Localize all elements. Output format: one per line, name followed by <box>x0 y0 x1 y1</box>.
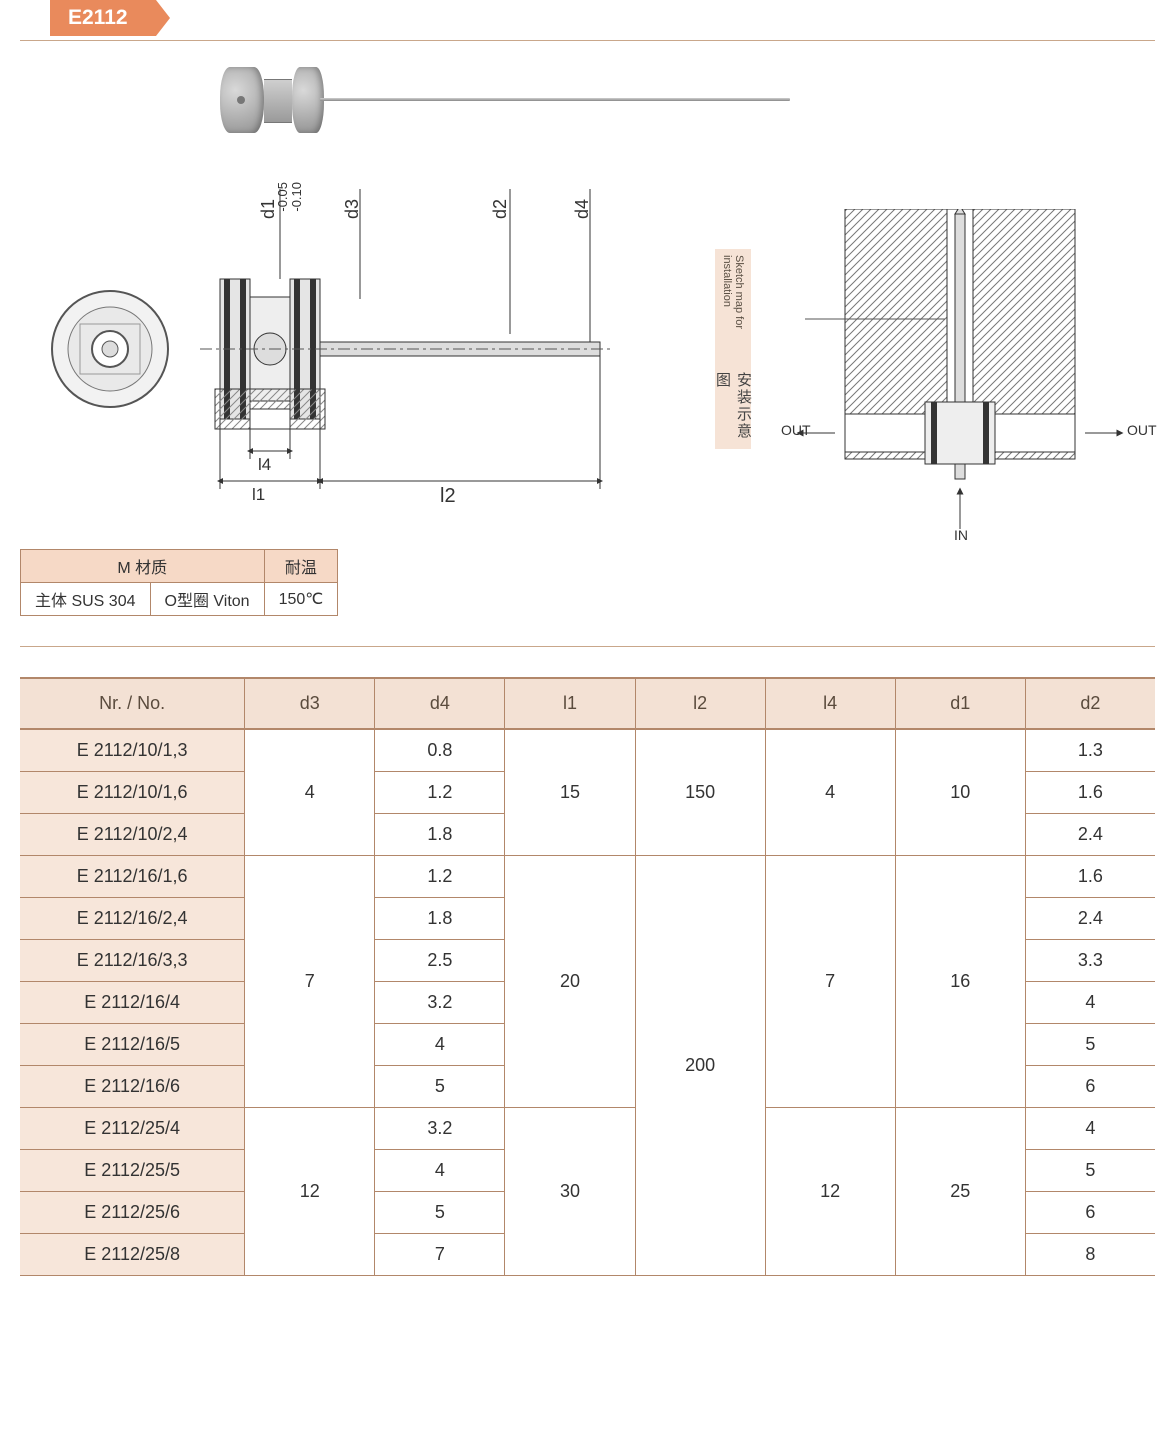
cell-d4: 7 <box>375 1234 505 1276</box>
cell-partno: E 2112/25/4 <box>20 1108 245 1150</box>
sketch-in: IN <box>954 527 968 543</box>
cell-d4: 2.5 <box>375 940 505 982</box>
cell-d4: 1.2 <box>375 856 505 898</box>
col-l4: l4 <box>765 678 895 729</box>
dim-d2: d2 <box>490 199 511 219</box>
cell-l2: 200 <box>635 856 765 1276</box>
table-row: E 2112/25/4123.23012254 <box>20 1108 1155 1150</box>
cell-d1: 10 <box>895 729 1025 856</box>
cell-d4: 5 <box>375 1192 505 1234</box>
mat-temp: 150℃ <box>264 583 338 616</box>
cell-partno: E 2112/16/1,6 <box>20 856 245 898</box>
cell-d2: 2.4 <box>1025 814 1155 856</box>
cell-d4: 1.8 <box>375 814 505 856</box>
cell-partno: E 2112/10/1,3 <box>20 729 245 772</box>
col-l2: l2 <box>635 678 765 729</box>
mat-body: 主体 SUS 304 <box>21 583 151 616</box>
cell-d4: 5 <box>375 1066 505 1108</box>
cell-partno: E 2112/16/6 <box>20 1066 245 1108</box>
cell-d4: 4 <box>375 1150 505 1192</box>
dim-l2: l2 <box>440 485 456 508</box>
dimension-drawing: l4 l1 l2 <box>40 219 620 519</box>
sketch-out-left: OUT <box>781 422 811 438</box>
cell-partno: E 2112/16/3,3 <box>20 940 245 982</box>
product-code-badge: E2112 <box>50 0 156 36</box>
sketch-title-cn: 安装示意图 <box>712 372 754 449</box>
dim-l4: l4 <box>258 455 271 475</box>
col-d2: d2 <box>1025 678 1155 729</box>
cell-d2: 6 <box>1025 1066 1155 1108</box>
cell-d2: 2.4 <box>1025 898 1155 940</box>
dim-l1: l1 <box>252 485 265 505</box>
table-row: E 2112/10/1,340.8151504101.3 <box>20 729 1155 772</box>
cell-l4: 7 <box>765 856 895 1108</box>
cell-partno: E 2112/16/4 <box>20 982 245 1024</box>
mat-oring: O型圈 Viton <box>150 583 264 616</box>
cell-d2: 5 <box>1025 1024 1155 1066</box>
cell-d4: 0.8 <box>375 729 505 772</box>
cell-d2: 1.6 <box>1025 772 1155 814</box>
cell-d4: 1.2 <box>375 772 505 814</box>
col-nrno: Nr. / No. <box>20 678 245 729</box>
col-d4: d4 <box>375 678 505 729</box>
cell-d3: 12 <box>245 1108 375 1276</box>
cell-l1: 30 <box>505 1108 635 1276</box>
diagram-area: d1 -0.05 -0.10 d3 d2 d4 <box>20 59 1155 519</box>
cell-d1: 25 <box>895 1108 1025 1276</box>
cell-d4: 4 <box>375 1024 505 1066</box>
dim-d1-tol2: -0.10 <box>289 182 304 212</box>
material-table: M 材质 耐温 主体 SUS 304 O型圈 Viton 150℃ <box>20 549 338 616</box>
cell-d4: 3.2 <box>375 1108 505 1150</box>
cell-d2: 3.3 <box>1025 940 1155 982</box>
sketch-map: Sketch map for installation 安装示意图 <box>735 209 1155 539</box>
cell-partno: E 2112/10/2,4 <box>20 814 245 856</box>
mat-hdr-temp: 耐温 <box>264 550 338 583</box>
sketch-title-en: Sketch map for installation <box>721 255 745 372</box>
cell-partno: E 2112/16/2,4 <box>20 898 245 940</box>
cell-d4: 1.8 <box>375 898 505 940</box>
cell-d2: 8 <box>1025 1234 1155 1276</box>
col-l1: l1 <box>505 678 635 729</box>
cell-partno: E 2112/10/1,6 <box>20 772 245 814</box>
cell-d2: 6 <box>1025 1192 1155 1234</box>
cell-l4: 12 <box>765 1108 895 1276</box>
cell-partno: E 2112/16/5 <box>20 1024 245 1066</box>
cell-d1: 16 <box>895 856 1025 1108</box>
cell-partno: E 2112/25/8 <box>20 1234 245 1276</box>
col-d3: d3 <box>245 678 375 729</box>
col-d1: d1 <box>895 678 1025 729</box>
cell-d2: 4 <box>1025 1108 1155 1150</box>
cell-partno: E 2112/25/6 <box>20 1192 245 1234</box>
mat-hdr-material: M 材质 <box>21 550 265 583</box>
table-row: E 2112/16/1,671.2202007161.6 <box>20 856 1155 898</box>
cell-d2: 1.3 <box>1025 729 1155 772</box>
cell-l1: 20 <box>505 856 635 1108</box>
cell-d3: 4 <box>245 729 375 856</box>
cell-d4: 3.2 <box>375 982 505 1024</box>
cell-d3: 7 <box>245 856 375 1108</box>
cell-l2: 150 <box>635 729 765 856</box>
cell-l4: 4 <box>765 729 895 856</box>
cell-d2: 4 <box>1025 982 1155 1024</box>
cell-d2: 1.6 <box>1025 856 1155 898</box>
dim-d1-tol1: -0.05 <box>275 182 290 212</box>
cell-partno: E 2112/25/5 <box>20 1150 245 1192</box>
cell-l1: 15 <box>505 729 635 856</box>
cell-d2: 5 <box>1025 1150 1155 1192</box>
sketch-out-right: OUT <box>1127 422 1157 438</box>
dimensions-table: Nr. / No.d3d4l1l2l4d1d2 E 2112/10/1,340.… <box>20 677 1155 1276</box>
